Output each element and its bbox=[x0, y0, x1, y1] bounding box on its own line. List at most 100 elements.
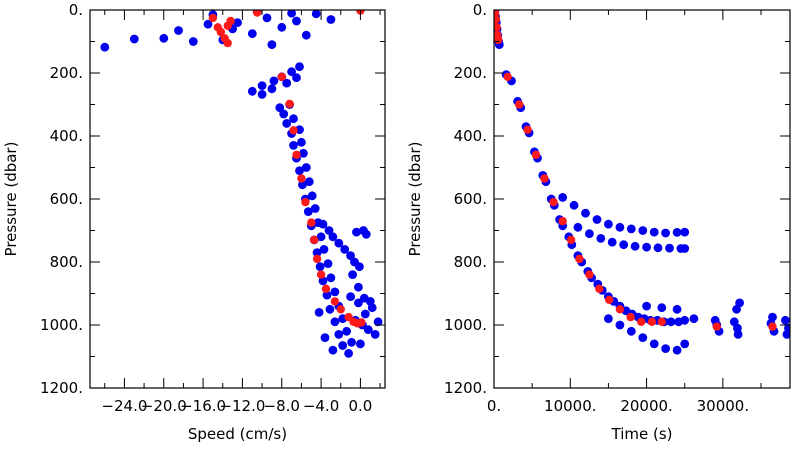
raw-data-point bbox=[174, 26, 183, 35]
raw-data-point bbox=[638, 333, 648, 342]
binned-data-point bbox=[336, 305, 345, 314]
raw-data-point bbox=[649, 227, 659, 237]
plot-area bbox=[100, 10, 383, 358]
raw-data-point bbox=[320, 333, 330, 342]
raw-data-point bbox=[356, 339, 365, 349]
raw-data-point bbox=[279, 109, 289, 119]
binned-data-point bbox=[657, 317, 666, 326]
raw-data-point bbox=[642, 301, 651, 311]
y-tick-label: 800. bbox=[50, 253, 83, 271]
raw-data-point bbox=[638, 226, 648, 235]
binned-data-point bbox=[768, 322, 777, 331]
raw-data-point bbox=[680, 244, 690, 253]
x-tick-label: −20.0 bbox=[141, 397, 187, 415]
raw-data-point bbox=[188, 37, 198, 46]
raw-data-point bbox=[314, 308, 324, 317]
raw-data-point bbox=[680, 315, 690, 325]
raw-data-point bbox=[661, 344, 670, 353]
raw-data-point bbox=[269, 76, 279, 86]
binned-data-point bbox=[208, 13, 218, 23]
raw-data-point bbox=[326, 15, 336, 24]
binned-data-point bbox=[316, 270, 326, 279]
raw-data-point bbox=[310, 204, 320, 213]
raw-data-point bbox=[323, 259, 333, 268]
raw-data-point bbox=[319, 245, 329, 254]
y-tick-label: 0. bbox=[69, 1, 83, 19]
binned-data-point bbox=[494, 15, 501, 24]
raw-data-point bbox=[573, 222, 583, 232]
raw-data-point bbox=[653, 243, 663, 253]
binned-data-point bbox=[503, 72, 512, 82]
raw-data-point bbox=[596, 234, 606, 243]
y-tick-label: 1200. bbox=[444, 379, 487, 397]
binned-data-point bbox=[292, 150, 301, 160]
plot-area bbox=[494, 10, 790, 355]
binned-data-point bbox=[531, 150, 541, 160]
binned-data-point bbox=[494, 23, 501, 32]
raw-data-point bbox=[626, 224, 636, 234]
binned-data-point bbox=[226, 16, 235, 26]
binned-data-point bbox=[289, 126, 298, 135]
raw-data-point bbox=[585, 229, 594, 239]
raw-data-point bbox=[373, 317, 383, 327]
raw-data-point bbox=[100, 42, 110, 52]
raw-data-point bbox=[370, 330, 380, 339]
y-tick-label: 1200. bbox=[40, 379, 83, 397]
raw-data-point bbox=[355, 262, 364, 272]
raw-data-point bbox=[301, 30, 311, 40]
raw-data-point bbox=[330, 287, 340, 297]
binned-data-point bbox=[253, 10, 262, 17]
raw-data-point bbox=[277, 22, 287, 32]
raw-data-point bbox=[680, 339, 690, 349]
y-tick-label: 600. bbox=[50, 190, 83, 208]
raw-data-point bbox=[203, 19, 213, 29]
raw-data-point bbox=[282, 119, 292, 128]
binned-data-point bbox=[285, 99, 294, 109]
binned-data-point bbox=[566, 235, 576, 245]
y-tick-label: 0. bbox=[473, 1, 487, 19]
raw-data-point bbox=[735, 298, 744, 308]
y-tick-label: 1000. bbox=[40, 316, 83, 334]
raw-data-point bbox=[307, 191, 317, 201]
raw-data-point bbox=[782, 330, 790, 339]
raw-data-point bbox=[316, 232, 326, 242]
x-tick-label: 10000. bbox=[544, 397, 597, 415]
y-tick-label: 400. bbox=[50, 127, 83, 145]
x-tick-label: −16.0 bbox=[180, 397, 226, 415]
binned-data-point bbox=[549, 197, 558, 207]
raw-data-point bbox=[661, 228, 670, 238]
raw-data-point bbox=[275, 103, 285, 113]
binned-data-point bbox=[307, 218, 316, 227]
y-tick-label: 200. bbox=[50, 64, 83, 82]
raw-data-point bbox=[619, 240, 629, 250]
raw-data-point bbox=[340, 245, 350, 254]
raw-data-point bbox=[289, 114, 298, 124]
x-tick-label: −4.0 bbox=[303, 397, 339, 415]
raw-data-point bbox=[649, 339, 659, 349]
raw-data-point bbox=[604, 219, 613, 229]
binned-data-point bbox=[605, 295, 614, 304]
raw-data-point bbox=[680, 227, 690, 237]
x-tick-label: −24.0 bbox=[101, 397, 147, 415]
binned-data-point bbox=[595, 284, 604, 293]
raw-data-point bbox=[292, 73, 301, 83]
binned-data-point bbox=[297, 174, 306, 183]
y-tick-label: 600. bbox=[454, 190, 487, 208]
raw-data-point bbox=[666, 317, 676, 327]
time-y-axis-title: Pressure (dbar) bbox=[406, 142, 424, 257]
raw-data-point bbox=[325, 304, 335, 314]
raw-data-point bbox=[330, 317, 340, 327]
raw-data-point bbox=[733, 323, 742, 333]
raw-data-point bbox=[346, 251, 355, 261]
raw-data-point bbox=[657, 303, 667, 313]
raw-data-point bbox=[604, 314, 613, 324]
raw-data-point bbox=[365, 297, 375, 306]
binned-data-point bbox=[558, 216, 567, 226]
raw-data-point bbox=[267, 40, 277, 49]
raw-data-point bbox=[301, 163, 311, 172]
speed-x-axis-title: Speed (cm/s) bbox=[188, 425, 287, 443]
raw-data-point bbox=[689, 314, 699, 324]
raw-data-point bbox=[615, 320, 625, 330]
raw-data-point bbox=[642, 242, 651, 252]
